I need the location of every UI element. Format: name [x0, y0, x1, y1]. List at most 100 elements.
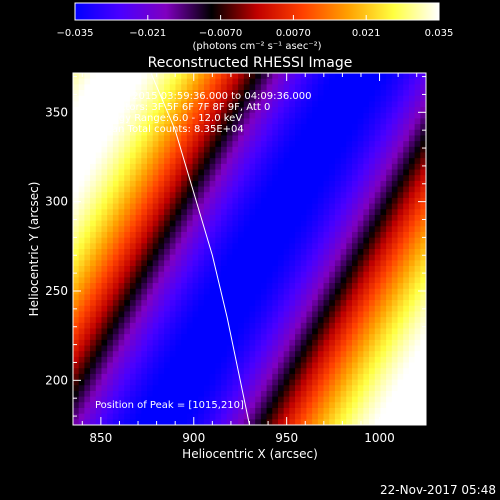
- heatmap-cell: [289, 220, 296, 227]
- heatmap-cell: [95, 385, 103, 392]
- heatmap-cell: [141, 90, 148, 97]
- heatmap-cell: [312, 271, 319, 278]
- heatmap-cell: [192, 197, 199, 205]
- heatmap-cell: [215, 305, 222, 313]
- heatmap-cell: [255, 78, 262, 85]
- heatmap-cell: [403, 146, 410, 154]
- heatmap-cell: [124, 197, 131, 205]
- heatmap-cell: [306, 390, 313, 398]
- heatmap-cell: [397, 141, 404, 148]
- heatmap-cell: [317, 84, 325, 91]
- heatmap-cell: [90, 413, 97, 420]
- heatmap-cell: [95, 203, 103, 210]
- heatmap-cell: [272, 73, 279, 80]
- heatmap-cell: [397, 396, 404, 403]
- heatmap-cell: [300, 192, 308, 199]
- heatmap-cell: [329, 277, 336, 284]
- heatmap-cell: [295, 311, 302, 318]
- heatmap-cell: [124, 192, 131, 199]
- heatmap-cell: [272, 249, 279, 256]
- heatmap-cell: [403, 129, 410, 137]
- heatmap-cell: [312, 175, 319, 182]
- heatmap-cell: [147, 243, 154, 250]
- heatmap-cell: [277, 78, 285, 85]
- heatmap-cell: [198, 305, 205, 313]
- heatmap-cell: [181, 419, 188, 425]
- heatmap-cell: [317, 78, 325, 85]
- heatmap-cell: [181, 322, 188, 330]
- heatmap-cell: [101, 300, 108, 307]
- heatmap-cell: [283, 277, 290, 284]
- heatmap-cell: [135, 402, 142, 409]
- heatmap-cell: [209, 356, 216, 364]
- heatmap-cell: [124, 345, 131, 352]
- heatmap-cell: [243, 339, 251, 347]
- heatmap-cell: [232, 351, 239, 358]
- heatmap-cell: [84, 112, 91, 120]
- heatmap-cell: [90, 112, 97, 120]
- heatmap-cell: [73, 368, 80, 375]
- heatmap-cell: [277, 90, 285, 97]
- heatmap-cell: [221, 112, 228, 120]
- heatmap-cell: [215, 260, 222, 267]
- heatmap-cell: [420, 243, 426, 250]
- heatmap-cell: [363, 345, 370, 352]
- heatmap-cell: [289, 141, 296, 148]
- heatmap-cell: [232, 141, 239, 148]
- heatmap-cell: [124, 73, 131, 80]
- heatmap-cell: [363, 169, 370, 176]
- heatmap-cell: [300, 249, 308, 256]
- heatmap-cell: [403, 243, 410, 250]
- heatmap-cell: [243, 214, 251, 222]
- heatmap-cell: [221, 373, 228, 381]
- heatmap-cell: [357, 107, 364, 114]
- colorbar-label: (photons cm⁻² s⁻¹ asec⁻²): [192, 41, 321, 52]
- heatmap-cell: [249, 220, 256, 227]
- heatmap-cell: [95, 300, 103, 307]
- heatmap-cell: [112, 84, 120, 91]
- heatmap-cell: [209, 158, 216, 165]
- heatmap-cell: [334, 249, 342, 256]
- heatmap-cell: [323, 112, 330, 120]
- heatmap-cell: [186, 169, 194, 176]
- heatmap-cell: [175, 175, 182, 182]
- heatmap-cell: [198, 226, 205, 233]
- heatmap-cell: [84, 300, 91, 307]
- heatmap-cell: [215, 368, 222, 375]
- heatmap-cell: [374, 271, 382, 278]
- heatmap-cell: [289, 419, 296, 425]
- heatmap-cell: [374, 163, 382, 171]
- heatmap-cell: [147, 373, 154, 381]
- heatmap-cell: [152, 351, 159, 358]
- heatmap-cell: [221, 260, 228, 267]
- heatmap-cell: [243, 124, 251, 131]
- heatmap-cell: [277, 124, 285, 131]
- heatmap-cell: [95, 175, 103, 182]
- heatmap-cell: [124, 141, 131, 148]
- heatmap-cell: [238, 78, 245, 85]
- heatmap-cell: [391, 322, 399, 330]
- heatmap-cell: [107, 419, 114, 425]
- heatmap-cell: [226, 101, 234, 108]
- heatmap-cell: [232, 118, 239, 125]
- info-text-block: 22-Jun-2015 03:59:36.000 to 04:09:36.000…: [96, 91, 312, 135]
- heatmap-cell: [232, 197, 239, 205]
- heatmap-cell: [414, 203, 421, 210]
- heatmap-cell: [408, 169, 416, 176]
- heatmap-cell: [175, 197, 182, 205]
- heatmap-cell: [249, 334, 256, 341]
- heatmap-cell: [374, 254, 382, 261]
- heatmap-cell: [300, 180, 308, 188]
- heatmap-cell: [147, 163, 154, 171]
- heatmap-cell: [397, 118, 404, 125]
- heatmap-cell: [334, 101, 342, 108]
- heatmap-cell: [169, 413, 177, 420]
- heatmap-cell: [238, 328, 245, 335]
- heatmap-cell: [334, 124, 342, 131]
- heatmap-cell: [329, 158, 336, 165]
- heatmap-cell: [346, 186, 353, 193]
- heatmap-cell: [192, 390, 199, 398]
- heatmap-cell: [243, 396, 251, 403]
- heatmap-cell: [266, 277, 273, 284]
- heatmap-cell: [306, 419, 313, 425]
